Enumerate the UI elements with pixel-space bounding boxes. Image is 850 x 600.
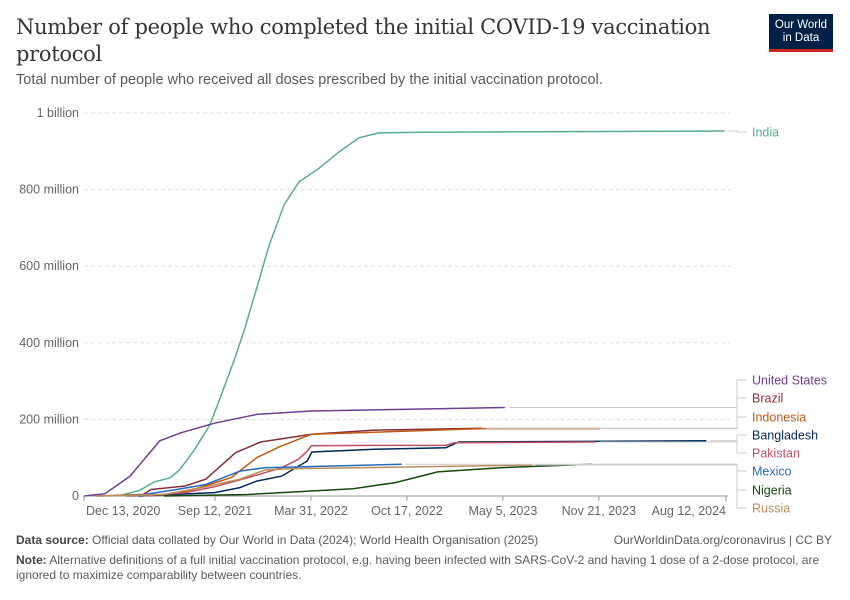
series-line-pakistan [142, 441, 596, 497]
y-tick-label: 800 million [19, 183, 79, 197]
series-label: Bangladesh [752, 429, 818, 443]
label-connector [599, 441, 747, 454]
chart-note: Note: Alternative definitions of a full … [16, 553, 826, 583]
y-tick-label: 600 million [19, 259, 79, 273]
y-tick-label: 1 billion [37, 106, 79, 120]
note-label: Note: [16, 553, 47, 567]
note-text: Alternative definitions of a full initia… [16, 553, 820, 582]
series-label: Pakistan [752, 447, 800, 461]
label-connector [728, 130, 747, 133]
label-connector [485, 397, 747, 429]
x-tick-label: Nov 21, 2023 [562, 504, 636, 518]
label-connector [596, 463, 747, 491]
series-label: Indonesia [752, 411, 806, 425]
label-connector [508, 379, 747, 408]
series-label: Nigeria [752, 484, 792, 498]
label-connector [710, 434, 747, 442]
x-tick-label: May 5, 2023 [468, 504, 537, 518]
series-label: Russia [752, 502, 790, 516]
source-label: Data source: [16, 533, 89, 547]
y-tick-label: 200 million [19, 412, 79, 426]
x-tick-label: Dec 13, 2020 [86, 504, 160, 518]
logo-text: Our World in Data [774, 19, 828, 44]
series-line-india [100, 130, 725, 497]
series-line-bangladesh [138, 440, 707, 497]
series-line-brazil [96, 427, 482, 497]
series-line-nigeria [164, 463, 593, 497]
series-line-united-states [83, 406, 505, 497]
series-line-mexico [134, 463, 402, 497]
x-tick-label: Oct 17, 2022 [371, 504, 443, 518]
label-connector [536, 464, 747, 509]
y-tick-label: 0 [72, 489, 79, 503]
source-text: Official data collated by Our World in D… [92, 533, 539, 547]
chart-subtitle: Total number of people who received all … [16, 72, 603, 88]
series-label: India [752, 126, 779, 140]
series-label: Brazil [752, 392, 783, 406]
x-tick-label: Sep 12, 2021 [178, 504, 252, 518]
source-link[interactable]: OurWorldinData.org/coronavirus | CC BY [613, 533, 832, 547]
owid-logo[interactable]: Our World in Data [769, 14, 833, 52]
x-tick-label: Aug 12, 2024 [652, 504, 726, 518]
label-connector [604, 416, 747, 430]
data-source: Data source: Official data collated by O… [16, 533, 596, 548]
series-label: United States [752, 374, 827, 388]
x-tick-label: Mar 31, 2022 [274, 504, 348, 518]
chart-title: Number of people who completed the initi… [16, 15, 711, 66]
y-tick-label: 400 million [19, 336, 79, 350]
series-line-russia [96, 464, 533, 497]
series-label: Mexico [752, 465, 792, 479]
